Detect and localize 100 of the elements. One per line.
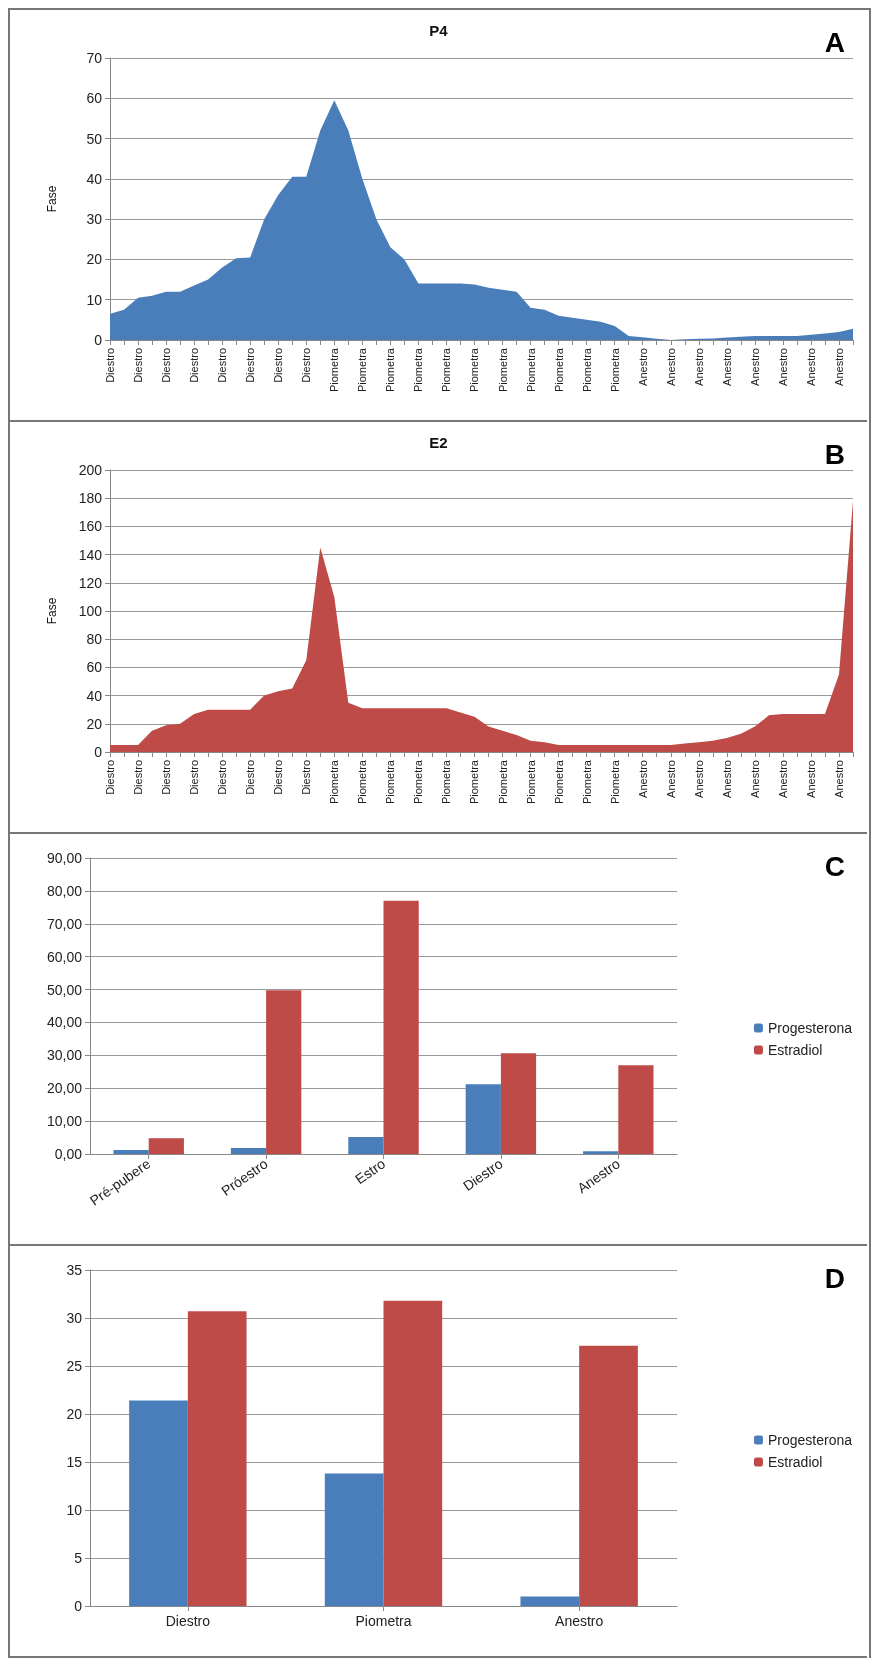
- text: D: [824, 1262, 846, 1294]
- y-tick-label: 60: [86, 90, 103, 107]
- text: B: [824, 438, 846, 470]
- y-tick-label: 0: [94, 332, 103, 348]
- x-tick-label: Estro: [352, 1155, 389, 1188]
- chart-title: P4: [429, 22, 449, 39]
- x-tick-label: Anestro: [664, 760, 677, 798]
- bar: [520, 1596, 580, 1606]
- x-tick-label: Piometra: [496, 347, 509, 393]
- y-tick-label: 30,00: [46, 1047, 83, 1064]
- y-tick-label: 100: [78, 603, 103, 619]
- x-tick-label: Piometra: [468, 347, 481, 393]
- x-tick-label: Piometra: [496, 759, 509, 805]
- y-tick-label: 50: [86, 130, 103, 147]
- y-tick-label: 40: [86, 170, 103, 187]
- text: A: [824, 26, 846, 58]
- bar: [230, 1148, 267, 1154]
- y-tick-label: 0,00: [54, 1146, 83, 1162]
- bar: [113, 1150, 149, 1154]
- y-tick-label: 70,00: [46, 915, 83, 932]
- y-tick-label: 25: [66, 1358, 83, 1374]
- y-tick-label: 20: [66, 1406, 83, 1422]
- x-tick-label: Piometra: [356, 759, 369, 805]
- x-tick-label: Anestro: [832, 348, 845, 386]
- y-tick-label: 30: [86, 211, 103, 228]
- x-tick-label: Piometra: [356, 347, 369, 393]
- x-tick-label: Anestro: [720, 348, 733, 386]
- x-tick-label: Diestro: [272, 760, 285, 795]
- y-tick-label: 80: [86, 631, 103, 648]
- x-tick-label: Anestro: [776, 348, 789, 386]
- y-tick-label: 90,00: [46, 850, 83, 866]
- x-tick-label: Anestro: [720, 760, 733, 798]
- y-axis-title: Fase: [45, 185, 59, 213]
- x-tick-label: Anestro: [748, 760, 761, 798]
- legend-label: Estradiol: [767, 1454, 823, 1470]
- x-tick-label: Piometra: [468, 759, 481, 805]
- x-tick-label: Anestro: [636, 760, 649, 798]
- y-tick-label: 200: [78, 462, 103, 478]
- y-tick-label: 20: [86, 715, 103, 732]
- bar: [187, 1311, 247, 1606]
- x-tick-label: Diestro: [272, 348, 285, 383]
- legend-label: Progesterona: [767, 1432, 853, 1448]
- bar: [324, 1473, 384, 1606]
- y-tick-label: 5: [74, 1550, 83, 1566]
- y-tick-label: 40: [86, 687, 103, 704]
- y-tick-label: 120: [78, 574, 103, 591]
- x-tick-label: Piometra: [384, 759, 397, 805]
- y-tick-label: 10: [86, 291, 103, 308]
- x-tick-label: Piometra: [328, 347, 341, 393]
- legend-label: Progesterona: [767, 1020, 853, 1036]
- x-tick-label: Diestro: [244, 760, 257, 795]
- x-tick-label: Anestro: [692, 348, 705, 386]
- x-tick-label: Piometra: [440, 347, 453, 393]
- x-tick-label: Diestro: [160, 348, 173, 383]
- y-tick-label: 140: [78, 546, 103, 563]
- y-tick-label: 35: [66, 1262, 83, 1278]
- x-tick-label: Piometra: [328, 759, 341, 805]
- x-tick-label: Piometra: [524, 347, 537, 393]
- y-tick-label: 20: [86, 251, 103, 268]
- bar: [383, 900, 419, 1154]
- y-tick-label: 60: [86, 659, 103, 676]
- legend-label: Estradiol: [767, 1042, 823, 1058]
- x-tick-label: Piometra: [552, 759, 565, 805]
- y-tick-label: 50,00: [46, 981, 83, 998]
- bar: [618, 1065, 654, 1154]
- bar: [348, 1136, 384, 1154]
- x-tick-label: Anestro: [555, 1613, 604, 1629]
- x-tick-label: Piometra: [355, 1613, 412, 1629]
- x-tick-label: Anestro: [804, 760, 817, 798]
- x-tick-label: Diestro: [244, 348, 257, 383]
- bar: [129, 1400, 188, 1606]
- y-tick-label: 10,00: [46, 1113, 83, 1130]
- x-tick-label: Diestro: [188, 348, 201, 383]
- y-tick-label: 70: [86, 50, 103, 66]
- text: C: [824, 850, 846, 882]
- x-tick-label: Anestro: [636, 348, 649, 386]
- x-tick-label: Piometra: [412, 347, 425, 393]
- x-tick-label: Piometra: [384, 347, 397, 393]
- bar: [500, 1053, 537, 1154]
- y-tick-label: 80,00: [46, 882, 83, 899]
- x-tick-label: Diestro: [132, 348, 145, 383]
- x-tick-label: Diestro: [300, 348, 313, 383]
- x-tick-label: Piometra: [580, 347, 593, 393]
- bar: [266, 990, 302, 1154]
- bar: [148, 1138, 184, 1154]
- x-tick-label: Diestro: [188, 760, 201, 795]
- y-tick-label: 0: [74, 1598, 83, 1614]
- bar: [583, 1151, 619, 1154]
- x-tick-label: Anestro: [664, 348, 677, 386]
- x-tick-label: Piometra: [524, 759, 537, 805]
- x-tick-label: Anestro: [776, 760, 789, 798]
- bar: [383, 1300, 443, 1606]
- bar: [579, 1345, 638, 1606]
- x-tick-label: Diestro: [300, 760, 313, 795]
- y-tick-label: 60,00: [46, 948, 83, 965]
- x-tick-label: Piometra: [608, 759, 621, 805]
- y-tick-label: 10: [66, 1502, 83, 1518]
- x-tick-label: Diestro: [216, 760, 229, 795]
- x-tick-label: Diestro: [160, 760, 173, 795]
- y-tick-label: 30: [66, 1310, 83, 1326]
